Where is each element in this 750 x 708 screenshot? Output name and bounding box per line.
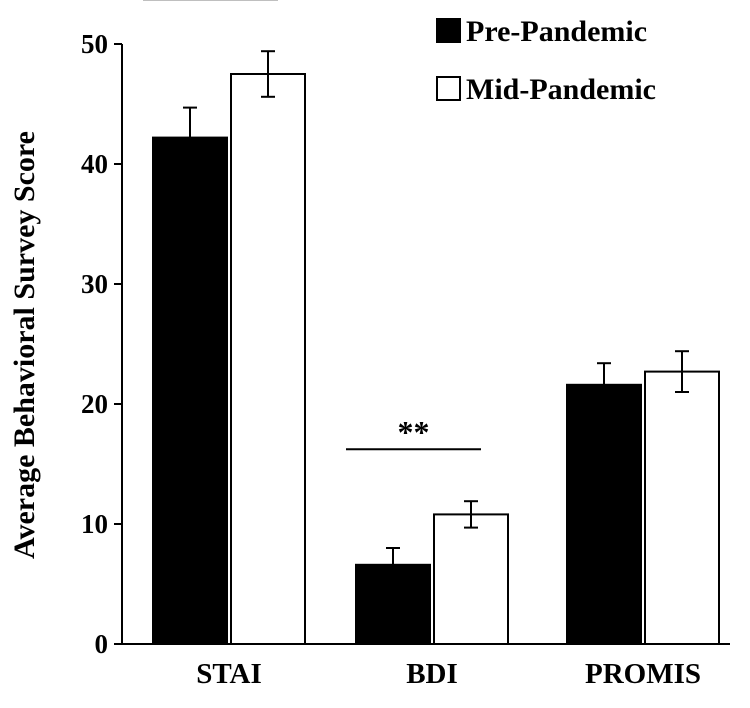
y-tick-label: 50: [81, 29, 108, 59]
bar: [433, 513, 509, 646]
y-axis-title: Average Behavioral Survey Score: [8, 131, 41, 559]
category-label: PROMIS: [585, 658, 701, 690]
category-label: BDI: [406, 658, 458, 690]
category-labels: STAI BDI PROMIS: [196, 658, 701, 690]
bar: [644, 370, 720, 645]
legend-label: Pre-Pandemic: [466, 15, 647, 48]
bar: [230, 73, 306, 645]
y-tick-label: 40: [81, 149, 108, 179]
significance-markers: ***: [143, 0, 481, 451]
category-label: STAI: [196, 658, 262, 690]
bar: [355, 563, 431, 645]
bar: [152, 136, 228, 645]
legend: Pre-Pandemic Mid-Pandemic: [436, 15, 656, 106]
y-tick-label: 30: [81, 269, 108, 299]
y-axis-title-group: Average Behavioral Survey Score: [8, 131, 41, 559]
error-bars: [183, 50, 689, 583]
y-tick-label: 20: [81, 389, 108, 419]
legend-label: Mid-Pandemic: [466, 73, 656, 106]
significance-label: **: [398, 414, 430, 450]
bar: [566, 383, 642, 645]
bars: [152, 73, 720, 646]
y-tick-label: 10: [81, 509, 108, 539]
y-tick-label: 0: [95, 629, 109, 659]
legend-swatch: [436, 18, 461, 43]
legend-swatch: [436, 76, 461, 101]
